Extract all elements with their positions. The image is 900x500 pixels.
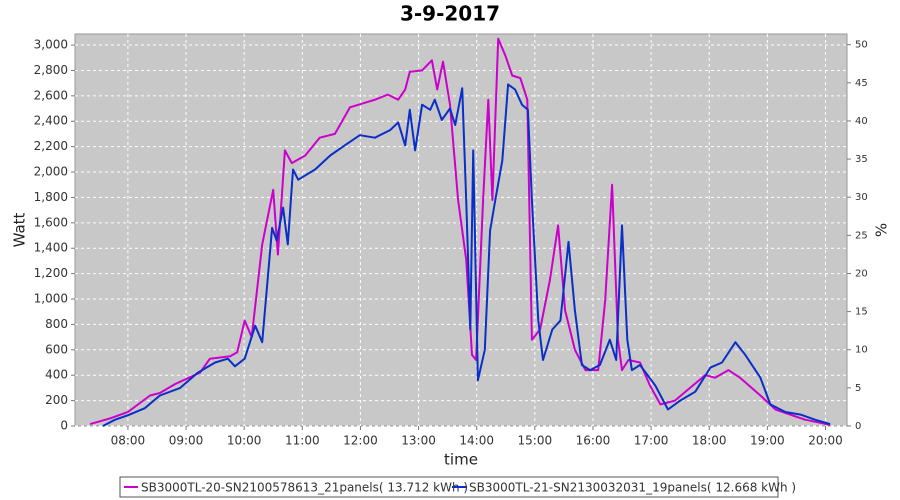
x-tick-label: 10:00 — [227, 434, 262, 448]
y-tick-label: 2,400 — [34, 114, 68, 128]
x-tick-label: 16:00 — [576, 434, 611, 448]
y-tick-label: 600 — [45, 342, 68, 356]
legend — [119, 476, 779, 498]
y-tick-label: 1,400 — [34, 241, 68, 255]
y-tick-label: 1,200 — [34, 266, 68, 280]
legend-label: SB3000TL-20-SN2100578613_21panels( 13.71… — [141, 481, 468, 495]
y2-tick-label: 20 — [855, 268, 868, 279]
x-tick-label: 20:00 — [808, 434, 843, 448]
x-tick-label: 15:00 — [518, 434, 553, 448]
x-tick-label: 12:00 — [343, 434, 378, 448]
x-tick-label: 19:00 — [750, 434, 785, 448]
y2-tick-label: 50 — [855, 40, 868, 51]
y-tick-label: 2,200 — [34, 139, 68, 153]
y-tick-label: 200 — [45, 393, 68, 407]
y-tick-label: 800 — [45, 317, 68, 331]
x-tick-label: 17:00 — [634, 434, 669, 448]
y-tick-label: 2,000 — [34, 165, 68, 179]
x-axis-label: time — [444, 451, 478, 469]
series-line — [102, 83, 831, 427]
y-tick-label: 1,800 — [34, 190, 68, 204]
y-tick-label: 0 — [60, 419, 68, 433]
x-tick-label: 09:00 — [169, 434, 204, 448]
x-tick-label: 14:00 — [459, 434, 494, 448]
x-tick-label: 08:00 — [111, 434, 146, 448]
y-tick-label: 2,800 — [34, 63, 68, 77]
y2-tick-label: 45 — [855, 78, 868, 89]
y2-tick-label: 30 — [855, 192, 868, 203]
y2-tick-label: 10 — [855, 345, 868, 356]
chart-title: 3-9-2017 — [400, 2, 500, 26]
x-tick-label: 13:00 — [401, 434, 436, 448]
legend-label: SB3000TL-21-SN2130032031_19panels( 12.66… — [469, 481, 796, 495]
y2-tick-label: 40 — [855, 116, 868, 127]
y2-tick-label: 35 — [855, 154, 868, 165]
y-axis-label: Watt — [11, 212, 29, 247]
y2-tick-label: 5 — [855, 383, 861, 394]
y2-axis-label: % — [873, 223, 891, 237]
y-tick-label: 400 — [45, 368, 68, 382]
y-tick-label: 1,000 — [34, 292, 68, 306]
y-tick-label: 1,600 — [34, 215, 68, 229]
x-tick-label: 18:00 — [692, 434, 727, 448]
y2-tick-label: 15 — [855, 307, 868, 318]
y2-tick-label: 0 — [855, 421, 861, 432]
y2-tick-label: 25 — [855, 230, 868, 241]
y-tick-label: 2,600 — [34, 88, 68, 102]
y-tick-label: 3,000 — [34, 38, 68, 52]
x-tick-label: 11:00 — [285, 434, 320, 448]
